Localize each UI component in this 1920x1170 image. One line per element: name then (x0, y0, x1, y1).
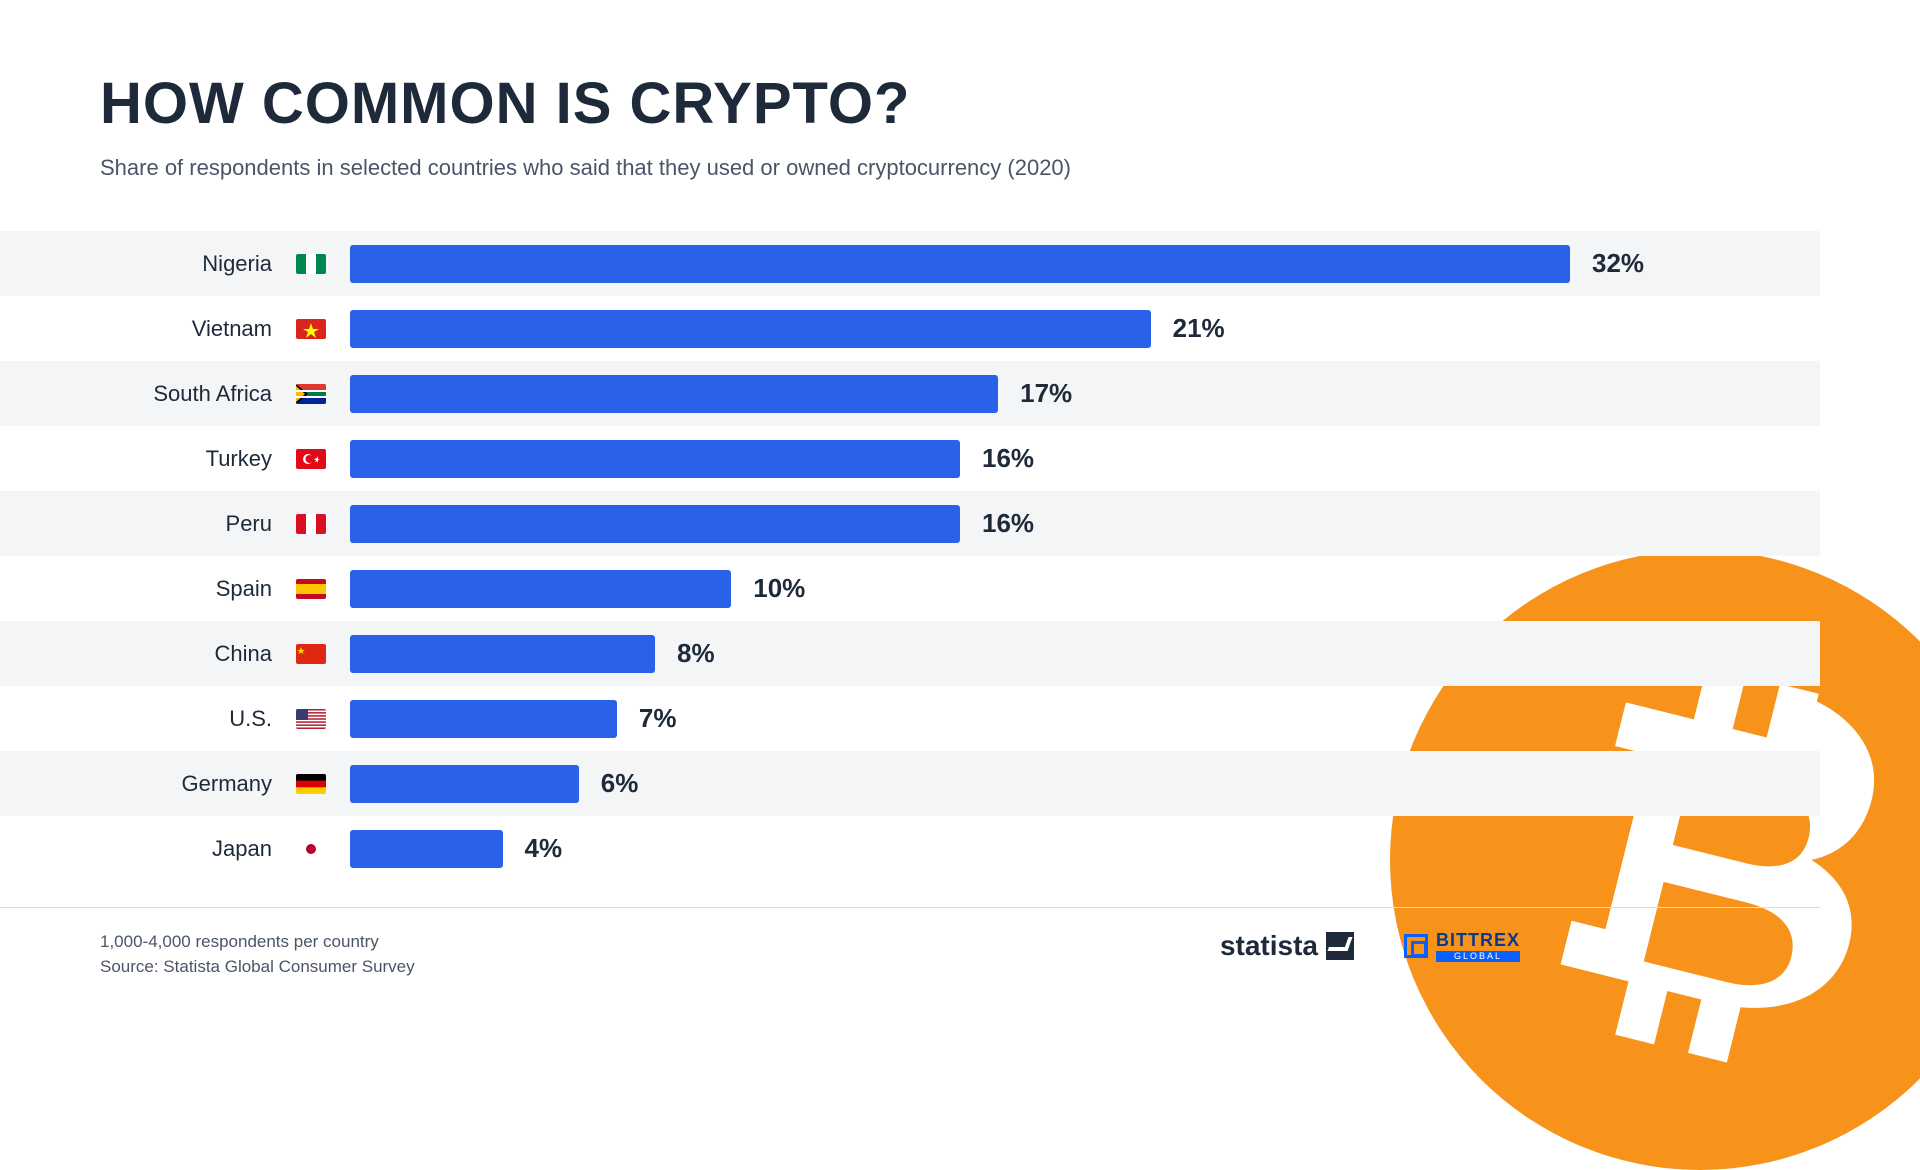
statista-wordmark: statista (1220, 930, 1318, 962)
chart-row: Peru 16% (0, 491, 1820, 556)
bar-area: 6% (332, 765, 1820, 803)
country-label: U.S. (0, 706, 290, 732)
country-label: Vietnam (0, 316, 290, 342)
flag-icon (290, 514, 332, 534)
country-label: Japan (0, 836, 290, 862)
country-label: Turkey (0, 446, 290, 472)
bar (350, 375, 998, 413)
bar-value: 10% (753, 573, 805, 604)
bar (350, 700, 617, 738)
flag-icon (290, 449, 332, 469)
bar-chart: Nigeria 32% Vietnam 21% South Africa 17% Turke… (0, 231, 1820, 881)
bar (350, 830, 503, 868)
footnotes: 1,000-4,000 respondents per country Sour… (100, 930, 415, 979)
bar-value: 8% (677, 638, 715, 669)
bar-value: 16% (982, 443, 1034, 474)
bar (350, 635, 655, 673)
chart-title: HOW COMMON IS CRYPTO? (100, 70, 1820, 137)
country-label: Peru (0, 511, 290, 537)
bittrex-name: BITTREX (1436, 931, 1520, 949)
chart-row: Turkey 16% (0, 426, 1820, 491)
bar-area: 16% (332, 505, 1820, 543)
bar-value: 32% (1592, 248, 1644, 279)
bar-value: 7% (639, 703, 677, 734)
bar-area: 17% (332, 375, 1820, 413)
chart-row: Spain 10% (0, 556, 1820, 621)
bar-area: 10% (332, 570, 1820, 608)
country-label: South Africa (0, 381, 290, 407)
bittrex-sub: GLOBAL (1436, 951, 1520, 962)
bar-area: 16% (332, 440, 1820, 478)
flag-icon (290, 319, 332, 339)
chart-row: China 8% (0, 621, 1820, 686)
chart-row: South Africa 17% (0, 361, 1820, 426)
bar (350, 310, 1151, 348)
country-label: Spain (0, 576, 290, 602)
bar-value: 16% (982, 508, 1034, 539)
flag-icon (290, 709, 332, 729)
chart-row: Nigeria 32% (0, 231, 1820, 296)
bar (350, 440, 960, 478)
flag-icon (290, 644, 332, 664)
bar-value: 6% (601, 768, 639, 799)
chart-row: Vietnam 21% (0, 296, 1820, 361)
bar (350, 505, 960, 543)
statista-mark-icon (1326, 932, 1354, 960)
footnote-respondents: 1,000-4,000 respondents per country (100, 930, 415, 955)
bittrex-logo: BITTREX GLOBAL (1404, 931, 1520, 962)
bar-area: 32% (332, 245, 1820, 283)
logos: statista BITTREX GLOBAL (1220, 930, 1520, 962)
bar-area: 21% (332, 310, 1820, 348)
bittrex-mark-icon (1404, 934, 1428, 958)
country-label: Nigeria (0, 251, 290, 277)
bar-value: 17% (1020, 378, 1072, 409)
flag-icon (290, 839, 332, 859)
bar-value: 21% (1173, 313, 1225, 344)
footnote-source: Source: Statista Global Consumer Survey (100, 955, 415, 980)
flag-icon (290, 774, 332, 794)
bar-area: 4% (332, 830, 1820, 868)
chart-row: Germany 6% (0, 751, 1820, 816)
divider (0, 907, 1820, 908)
statista-logo: statista (1220, 930, 1354, 962)
bar-area: 7% (332, 700, 1820, 738)
bar (350, 765, 579, 803)
country-label: Germany (0, 771, 290, 797)
flag-icon (290, 384, 332, 404)
chart-row: Japan 4% (0, 816, 1820, 881)
bar-area: 8% (332, 635, 1820, 673)
flag-icon (290, 254, 332, 274)
country-label: China (0, 641, 290, 667)
footer: 1,000-4,000 respondents per country Sour… (100, 930, 1820, 979)
bar-value: 4% (525, 833, 563, 864)
chart-row: U.S. 7% (0, 686, 1820, 751)
bar (350, 245, 1570, 283)
flag-icon (290, 579, 332, 599)
chart-subtitle: Share of respondents in selected countri… (100, 155, 1820, 181)
bar (350, 570, 731, 608)
